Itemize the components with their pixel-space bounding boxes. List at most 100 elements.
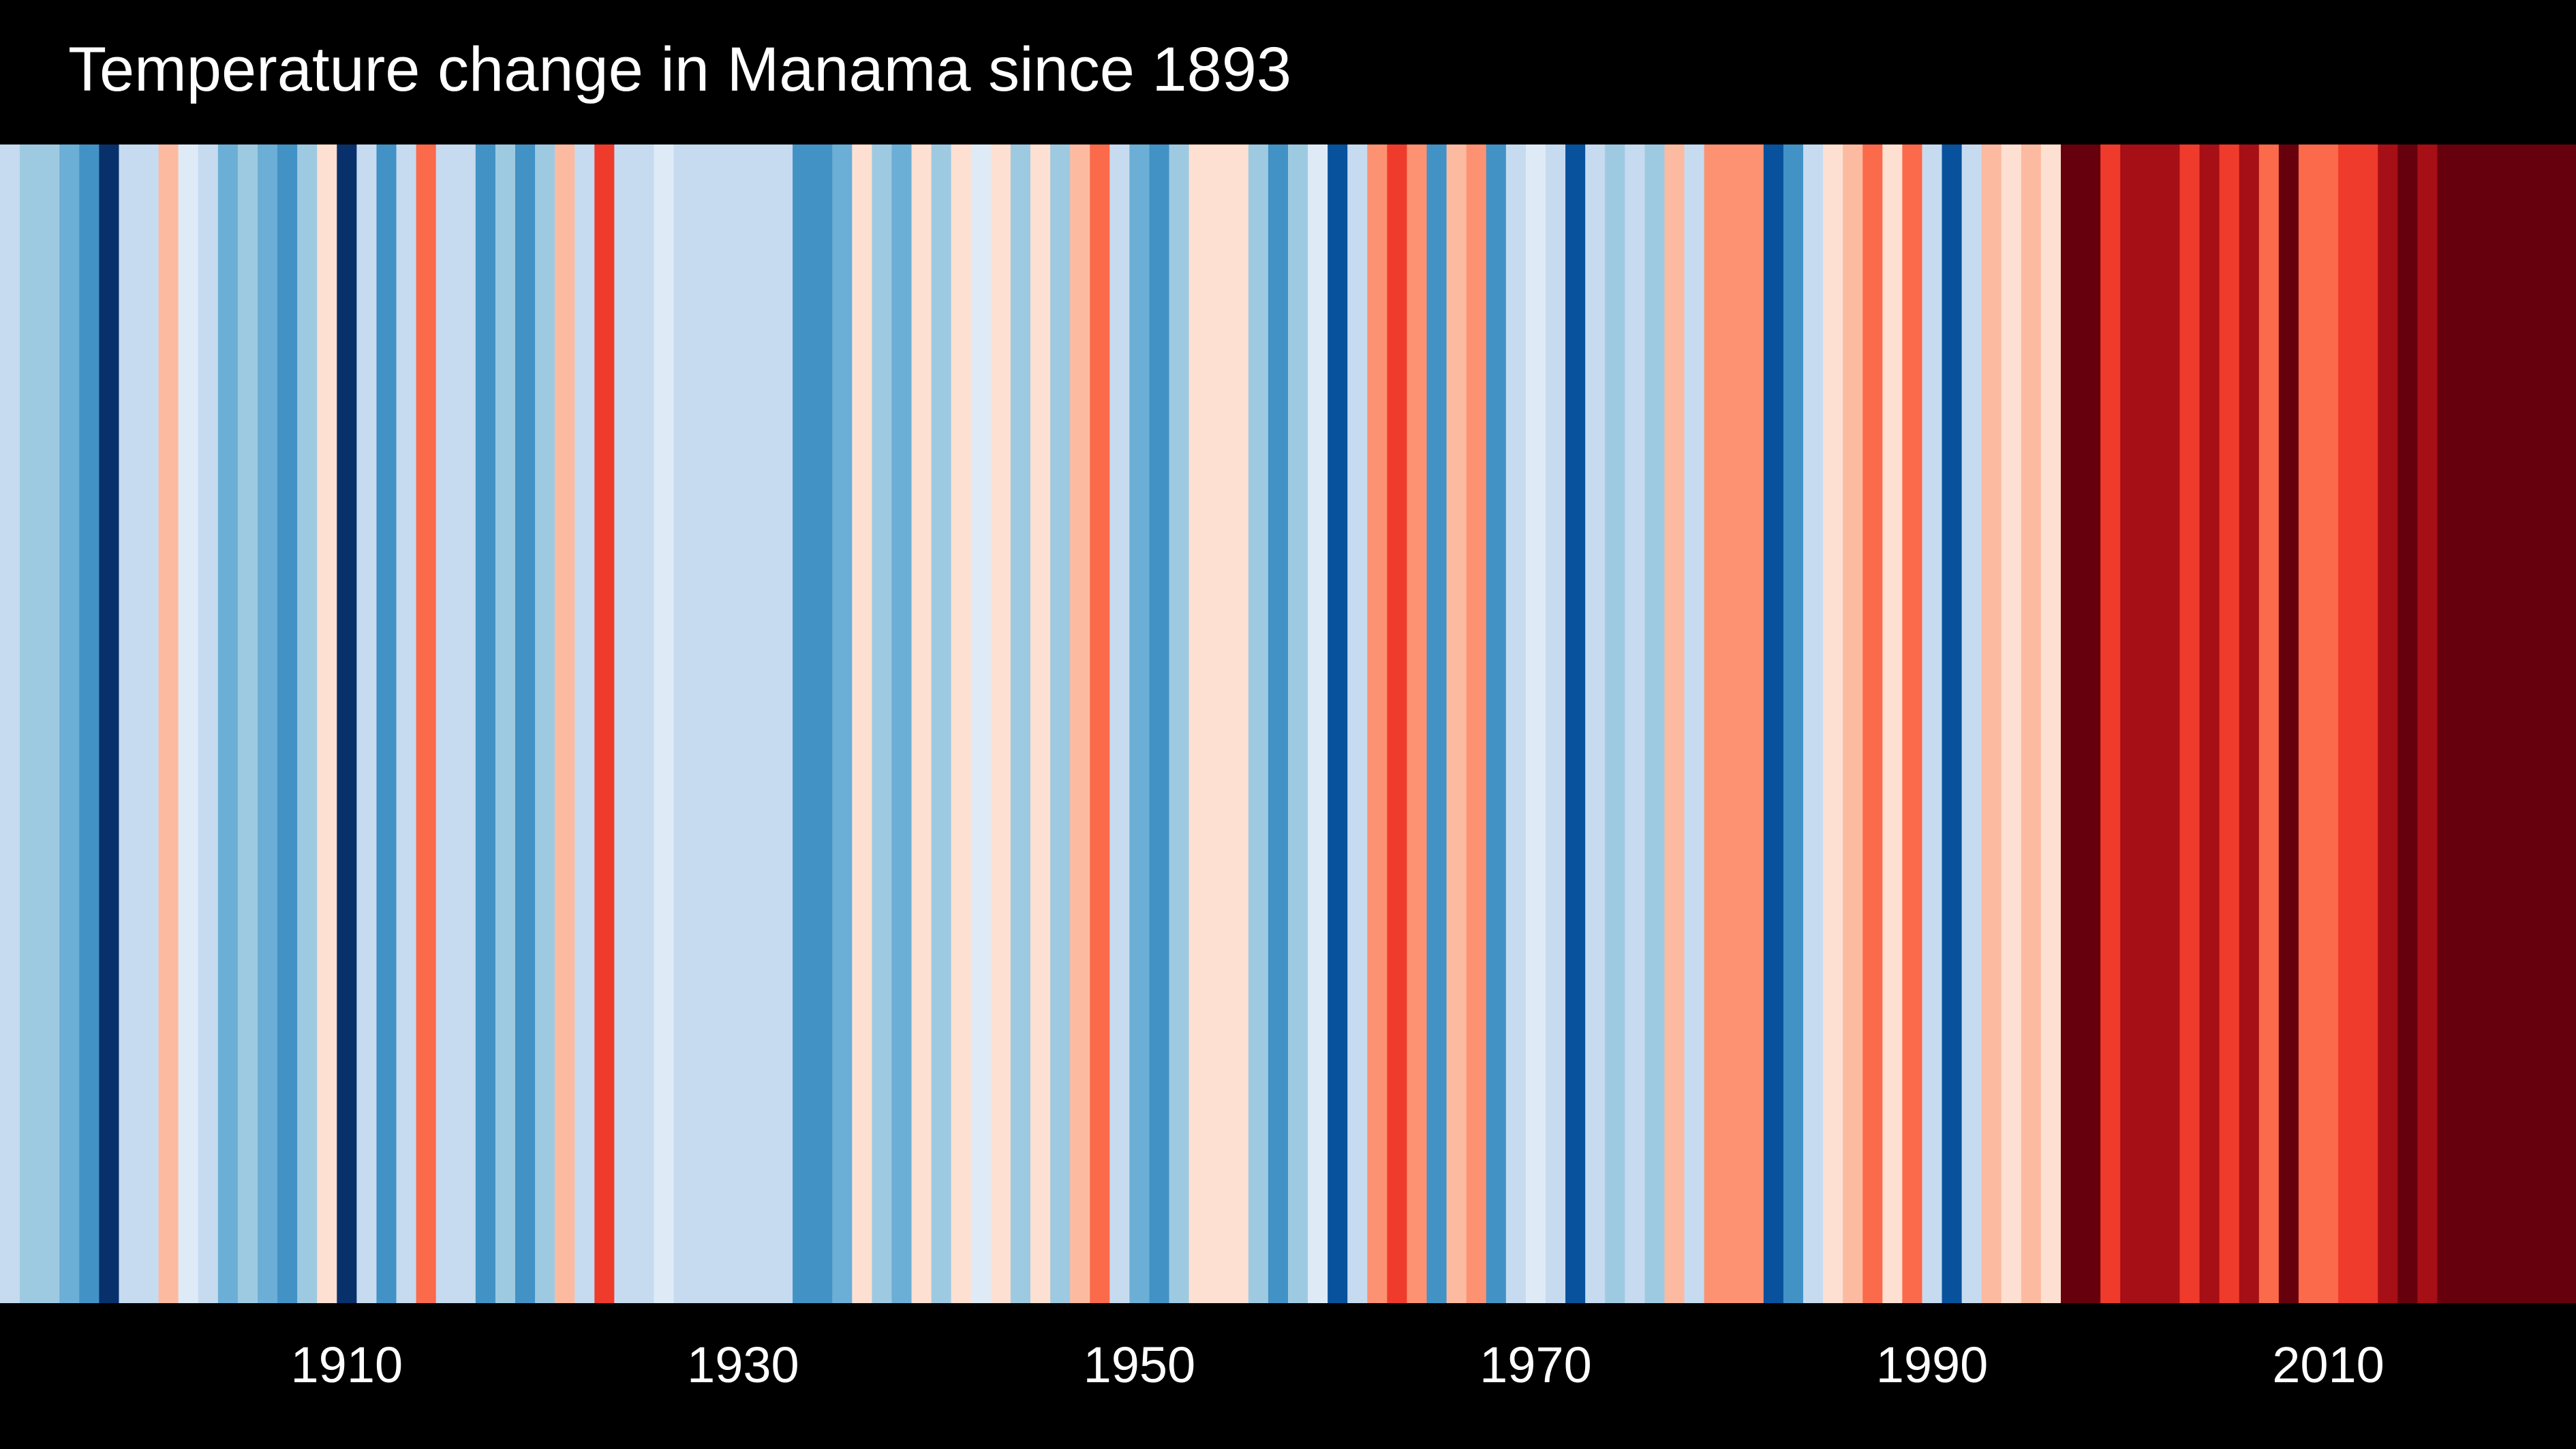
stripe-1914 <box>416 144 437 1303</box>
stripe-2002 <box>2160 144 2181 1303</box>
stripe-1966 <box>1446 144 1467 1303</box>
stripes-group <box>0 144 2576 1303</box>
stripe-2011 <box>2338 144 2359 1303</box>
stripe-1996 <box>2040 144 2061 1303</box>
stripe-1917 <box>475 144 496 1303</box>
x-tick-label: 1930 <box>687 1337 799 1393</box>
stripe-1981 <box>1743 144 1764 1303</box>
stripe-1954 <box>1208 144 1229 1303</box>
x-tick-label: 1950 <box>1084 1337 1196 1393</box>
stripe-1936 <box>852 144 872 1303</box>
stripe-1909 <box>317 144 337 1303</box>
stripe-1941 <box>951 144 972 1303</box>
stripe-1932 <box>773 144 793 1303</box>
stripe-1960 <box>1328 144 1348 1303</box>
stripe-1962 <box>1367 144 1387 1303</box>
stripe-1939 <box>911 144 932 1303</box>
stripe-1926 <box>654 144 675 1303</box>
stripe-2005 <box>2219 144 2240 1303</box>
stripe-2018 <box>2477 144 2498 1303</box>
stripe-1931 <box>752 144 773 1303</box>
stripe-1901 <box>158 144 179 1303</box>
stripe-2008 <box>2278 144 2299 1303</box>
stripe-1915 <box>435 144 457 1303</box>
stripe-1999 <box>2100 144 2121 1303</box>
stripe-1946 <box>1050 144 1071 1303</box>
stripe-2004 <box>2199 144 2220 1303</box>
stripe-1984 <box>1803 144 1824 1303</box>
stripe-1894 <box>20 144 40 1303</box>
stripe-1961 <box>1347 144 1368 1303</box>
stripe-1985 <box>1823 144 1843 1303</box>
stripe-1973 <box>1585 144 1606 1303</box>
stripe-1998 <box>2081 144 2101 1303</box>
x-tick-label: 1990 <box>1876 1337 1989 1393</box>
stripe-1983 <box>1783 144 1804 1303</box>
stripe-1925 <box>634 144 655 1303</box>
stripe-1979 <box>1704 144 1725 1303</box>
stripe-2009 <box>2298 144 2319 1303</box>
stripe-2006 <box>2239 144 2260 1303</box>
stripe-1911 <box>356 144 378 1303</box>
stripe-1956 <box>1248 144 1269 1303</box>
stripe-1967 <box>1466 144 1487 1303</box>
stripe-1912 <box>376 144 397 1303</box>
stripe-2003 <box>2179 144 2201 1303</box>
stripe-1980 <box>1723 144 1745 1303</box>
stripe-1920 <box>535 144 555 1303</box>
stripe-1903 <box>198 144 219 1303</box>
stripe-1930 <box>733 144 754 1303</box>
stripe-1958 <box>1288 144 1308 1303</box>
stripe-1955 <box>1228 144 1249 1303</box>
stripe-2000 <box>2120 144 2141 1303</box>
stripe-1968 <box>1486 144 1507 1303</box>
stripe-2014 <box>2397 144 2418 1303</box>
stripe-1975 <box>1625 144 1645 1303</box>
stripe-1923 <box>594 144 615 1303</box>
stripe-1916 <box>455 144 476 1303</box>
stripe-1933 <box>793 144 813 1303</box>
stripe-1972 <box>1565 144 1586 1303</box>
stripe-2022 <box>2556 144 2576 1303</box>
stripe-2016 <box>2437 144 2458 1303</box>
stripe-1990 <box>1922 144 1943 1303</box>
stripe-2001 <box>2140 144 2160 1303</box>
stripe-1986 <box>1843 144 1863 1303</box>
stripe-1937 <box>872 144 893 1303</box>
stripe-1978 <box>1684 144 1705 1303</box>
stripe-1942 <box>970 144 992 1303</box>
stripe-1959 <box>1308 144 1328 1303</box>
stripe-2019 <box>2496 144 2517 1303</box>
stripe-2015 <box>2417 144 2438 1303</box>
stripe-1997 <box>2061 144 2081 1303</box>
stripe-2021 <box>2536 144 2557 1303</box>
stripe-1965 <box>1426 144 1447 1303</box>
stripe-1945 <box>1030 144 1051 1303</box>
stripe-1971 <box>1546 144 1566 1303</box>
stripe-1927 <box>673 144 694 1303</box>
stripe-1969 <box>1505 144 1527 1303</box>
stripe-1948 <box>1090 144 1110 1303</box>
stripe-1943 <box>990 144 1011 1303</box>
stripe-1904 <box>217 144 239 1303</box>
stripe-1994 <box>2001 144 2022 1303</box>
stripe-2017 <box>2457 144 2478 1303</box>
stripe-2010 <box>2318 144 2339 1303</box>
stripe-1964 <box>1407 144 1428 1303</box>
stripe-1982 <box>1763 144 1784 1303</box>
stripe-1976 <box>1644 144 1666 1303</box>
x-axis-ticks: 1910 1930 1950 1970 1990 2010 <box>291 1337 2385 1393</box>
stripe-1934 <box>812 144 833 1303</box>
stripe-1893 <box>0 144 20 1303</box>
stripe-1907 <box>277 144 298 1303</box>
stripe-1898 <box>99 144 120 1303</box>
stripe-1905 <box>237 144 258 1303</box>
stripe-1952 <box>1169 144 1190 1303</box>
stripe-1992 <box>1961 144 1982 1303</box>
stripe-1902 <box>178 144 199 1303</box>
x-tick-label: 1910 <box>291 1337 403 1393</box>
stripe-1947 <box>1070 144 1090 1303</box>
stripe-1900 <box>138 144 159 1303</box>
